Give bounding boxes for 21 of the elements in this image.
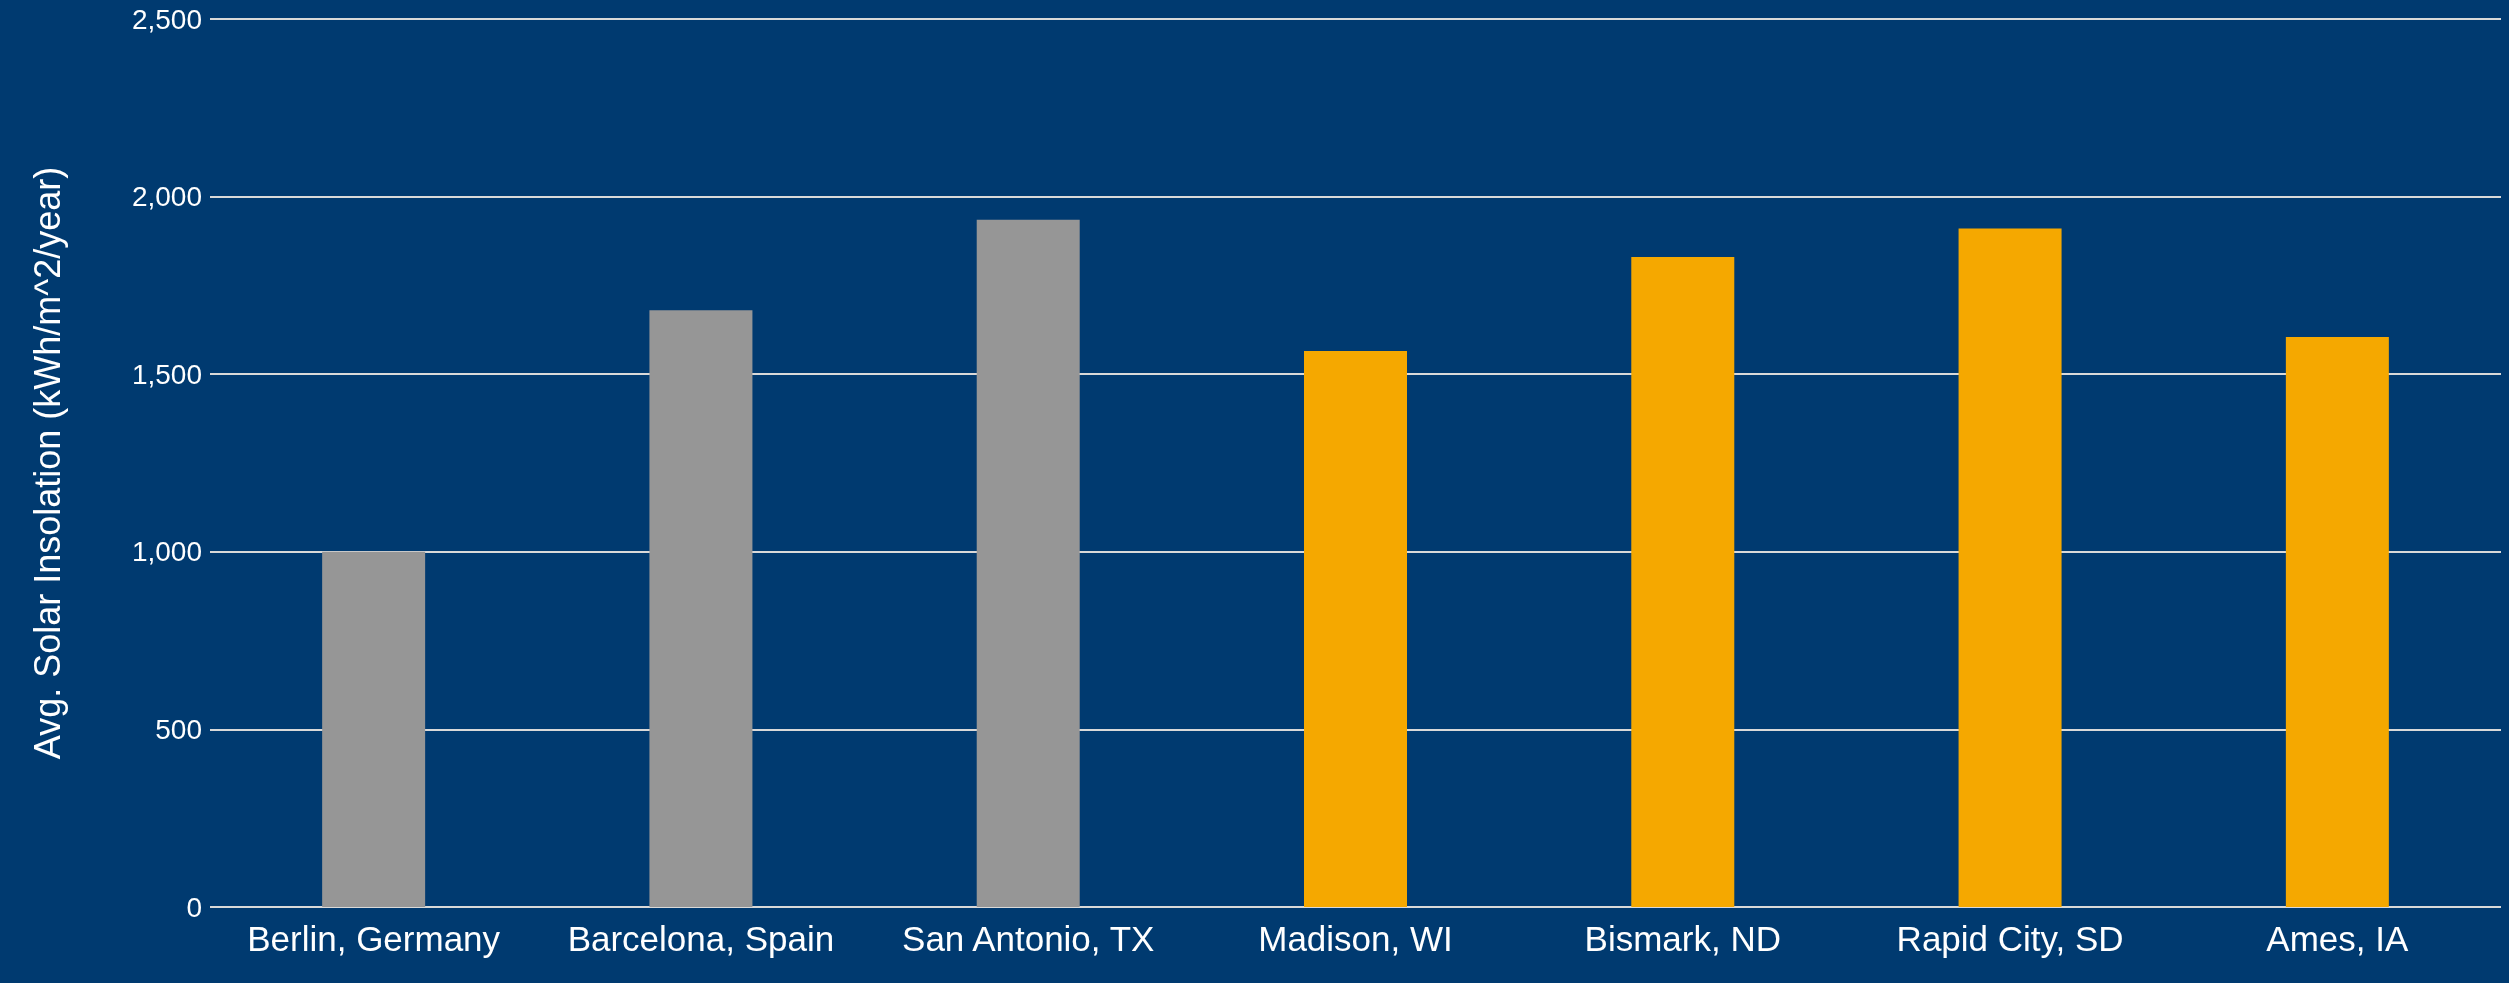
bar bbox=[649, 310, 753, 907]
x-tick-label: Madison, WI bbox=[1258, 919, 1453, 958]
bar bbox=[976, 219, 1080, 907]
x-tick-label: Barcelona, Spain bbox=[567, 919, 835, 958]
bar bbox=[322, 551, 426, 907]
x-tick-label: Bismark, ND bbox=[1584, 919, 1781, 958]
y-tick-label: 0 bbox=[186, 891, 202, 923]
x-tick-label: Berlin, Germany bbox=[247, 919, 501, 958]
bar bbox=[1958, 228, 2062, 907]
y-tick-label: 1,000 bbox=[131, 536, 202, 568]
y-tick-label: 500 bbox=[155, 713, 202, 745]
y-tick-label: 2,000 bbox=[131, 181, 202, 213]
y-tick-label: 1,500 bbox=[131, 358, 202, 390]
bar bbox=[1631, 256, 1735, 907]
bar bbox=[2285, 336, 2389, 907]
x-tick-label: Rapid City, SD bbox=[1896, 919, 2124, 958]
y-axis-title: Avg. Solar Insolation (kWh/m^2/year) bbox=[26, 166, 68, 760]
x-tick-label: Ames, IA bbox=[2266, 919, 2409, 958]
x-tick-label: San Antonio, TX bbox=[902, 919, 1155, 958]
y-tick-label: 2,500 bbox=[131, 3, 202, 35]
bar bbox=[1304, 351, 1407, 907]
